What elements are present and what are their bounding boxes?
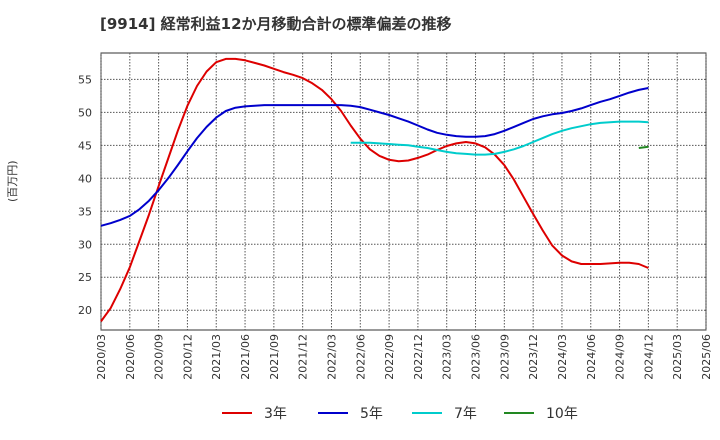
legend-item: 7年: [412, 406, 477, 422]
x-tick-label: 2020/09: [153, 334, 166, 380]
y-tick-labels: 20 25 30 35 40 45 50 55: [78, 73, 92, 317]
x-tick-label: 2022/12: [412, 334, 425, 380]
x-tick-label: 2020/06: [124, 334, 137, 380]
y-tick-label: 50: [78, 106, 92, 119]
legend-label: 3年: [264, 406, 287, 422]
x-tick-label: 2023/12: [527, 334, 540, 380]
x-tick-label: 2020/03: [95, 334, 108, 380]
grid-layer: [100, 53, 707, 330]
legend-item: 5年: [318, 406, 383, 422]
y-tick-label: 25: [78, 271, 92, 284]
legend: 3年 5年 7年 10年: [222, 406, 578, 422]
x-tick-label: 2022/06: [354, 334, 367, 380]
x-tick-label: 2024/06: [585, 334, 598, 380]
x-tick-label: 2021/12: [297, 334, 310, 380]
x-tick-label: 2024/12: [642, 334, 655, 380]
x-tick-label: 2024/09: [614, 334, 627, 380]
y-tick-label: 40: [78, 172, 92, 185]
y-tick-label: 35: [78, 205, 92, 218]
series-line-0: [100, 57, 649, 322]
legend-item: 3年: [222, 406, 287, 422]
series-line-2: [350, 120, 649, 156]
series-line-1: [100, 87, 649, 227]
x-tick-label: 2023/03: [441, 334, 454, 380]
x-tick-label: 2022/09: [383, 334, 396, 380]
x-tick-labels: 2020/03 2020/06 2020/09 2020/12 2021/03 2021/…: [95, 334, 713, 380]
x-tick-label: 2025/03: [671, 334, 684, 380]
series-layer: [100, 57, 649, 322]
y-tick-label: 55: [78, 73, 92, 86]
x-tick-label: 2023/09: [498, 334, 511, 380]
x-tick-label: 2021/03: [210, 334, 223, 380]
x-tick-label: 2022/03: [325, 334, 338, 380]
x-tick-label: 2024/03: [556, 334, 569, 380]
y-tick-label: 20: [78, 304, 92, 317]
x-tick-label: 2020/12: [181, 334, 194, 380]
series-line-3: [638, 145, 649, 149]
chart-title: [9914] 経常利益12か月移動合計の標準偏差の推移: [100, 15, 452, 33]
legend-label: 10年: [546, 406, 578, 422]
legend-label: 7年: [454, 406, 477, 422]
legend-item: 10年: [504, 406, 578, 422]
y-tick-label: 30: [78, 238, 92, 251]
x-tick-label: 2025/06: [700, 334, 713, 380]
x-tick-label: 2023/06: [470, 334, 483, 380]
legend-label: 5年: [360, 406, 383, 422]
x-tick-label: 2021/06: [239, 334, 252, 380]
y-tick-label: 45: [78, 139, 92, 152]
x-tick-label: 2021/09: [268, 334, 281, 380]
